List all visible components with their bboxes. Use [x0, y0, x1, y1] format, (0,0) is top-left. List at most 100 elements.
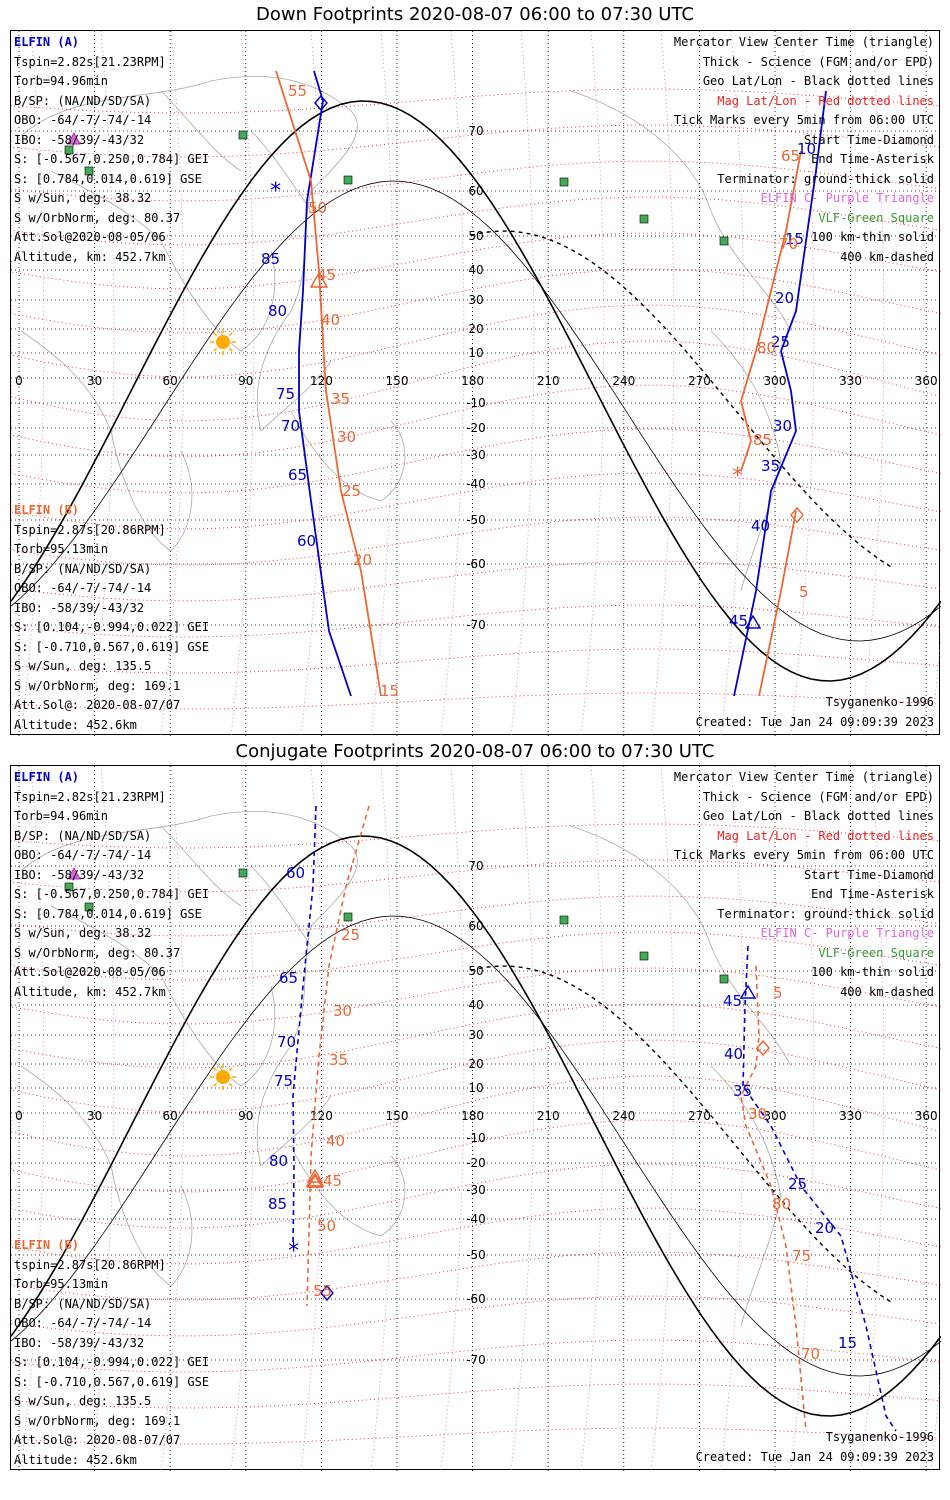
legend-item: Terminator: ground-thick solid [717, 906, 934, 921]
mag-lon-line [720, 31, 745, 736]
vlf-square-icon [343, 175, 353, 185]
mag-lon-line [90, 31, 115, 736]
track-label-b: 55 [313, 1282, 332, 1300]
legend-item: Tick Marks every 5min from 06:00 UTC [673, 113, 934, 127]
center-triangle-a [739, 984, 757, 999]
lat-tick-label: -20 [466, 421, 486, 435]
track-label-b: 35 [331, 390, 350, 408]
elfin-a-line: S: [-0.567,0.250,0.784] GEI [14, 152, 210, 166]
lat-tick-label: 60 [468, 184, 483, 198]
elfin-a-line: S w/OrbNorm, deg: 80.37 [14, 210, 181, 225]
elfin-a-track-2 [742, 945, 897, 1432]
track-label-a: 45 [723, 992, 742, 1010]
vlf-square-icon [238, 868, 248, 878]
vlf-square-icon [84, 902, 94, 912]
mag-lon-line [650, 766, 675, 1471]
lat-tick-label: -50 [466, 513, 486, 527]
lat-tick-label: 20 [468, 1057, 483, 1071]
mag-lon-line [790, 31, 815, 736]
elfin-a-line: OBO: -64/-7/-74/-14 [14, 113, 152, 127]
terminator-100km [11, 180, 941, 642]
legend-item: ELFIN C- Purple Triangle [760, 191, 934, 205]
terminator-100km [11, 915, 941, 1377]
conjugate-footprints-panel: 0 30 60 90 120 150 180 210 240 270 300 330 360 70 60 50… [10, 765, 941, 1471]
coastline [160, 90, 242, 172]
elfin-a-info: ELFIN (A) Tspin=2.82s[21.23RPM] Torb=94.96… [14, 768, 209, 1002]
legend-item: Terminator: ground-thick solid [717, 171, 934, 186]
mag-lat-line [11, 859, 941, 893]
elfin-a-track [292, 805, 317, 1247]
track-label-b: 45 [323, 1172, 342, 1190]
mag-lat-line [11, 692, 941, 710]
lon-tick-label: 90 [238, 374, 253, 388]
created-timestamp: Created: Tue Jan 24 09:09:39 2023 [695, 1449, 934, 1464]
mag-lon-line [510, 31, 535, 736]
track-label-a: 75 [274, 1072, 293, 1090]
mag-lat-line [11, 472, 941, 530]
elfin-c-triangle-icon [67, 131, 81, 145]
mag-lat-line [11, 1075, 941, 1157]
elfin-b-line: S w/Sun, deg: 135.5 [14, 659, 152, 673]
footer-right: Tsyganenko-1996 Created: Tue Jan 24 09:09… [696, 1428, 934, 1467]
track-label-a: 70 [277, 1033, 296, 1051]
lon-tick-label: 60 [163, 374, 178, 388]
legend-item: 100 km-thin solid [811, 230, 934, 244]
sun-icon [210, 1064, 236, 1090]
legend-item: Thick - Science (FGM and/or EPD) [702, 789, 934, 804]
mag-lon-line [230, 766, 255, 1471]
lat-tick-label: 30 [468, 1028, 483, 1042]
track-label-b: 40 [326, 1132, 345, 1150]
mag-lon-line [510, 766, 535, 1471]
elfin-a-line: Tspin=2.82s[21.23RPM] [14, 789, 166, 804]
legend-item: Mercator View Center Time (triangle) [673, 35, 934, 49]
coastline [50, 905, 276, 1087]
vlf-square-icon [639, 214, 649, 224]
track-label-a: 85 [268, 1195, 287, 1213]
elfin-c-triangle-icon [67, 866, 81, 880]
track-label-b: 70 [779, 235, 798, 253]
legend-item: Mercator View Center Time (triangle) [673, 770, 934, 784]
track-label-a: 75 [276, 385, 295, 403]
track-label-a: 40 [751, 517, 770, 535]
center-triangle-b [309, 271, 329, 288]
lon-tick-label: 330 [839, 374, 862, 388]
lon-tick-label: 0 [15, 374, 23, 388]
mag-lon-line [300, 766, 325, 1471]
lon-tick-label: 180 [461, 1109, 484, 1123]
vlf-square-icon [343, 912, 353, 922]
mag-lat-line [11, 895, 941, 937]
mag-lon-line [440, 766, 465, 1471]
mag-lon-line [860, 766, 885, 1471]
elfin-a-track-2 [733, 90, 827, 697]
mag-lon-line [790, 766, 815, 1471]
elfin-b-line: IBO: -58/39/-43/32 [14, 1335, 145, 1350]
lat-tick-label: -10 [466, 1131, 486, 1145]
down-footprints-panel: 0 30 60 90 120 150 180 210 240 270 300 330 360 70 60 50… [10, 30, 941, 736]
mag-lon-line [20, 31, 45, 736]
terminator-400km [470, 230, 892, 568]
lon-tick-label: 90 [238, 1109, 253, 1123]
center-triangle-b-visible [305, 1172, 325, 1187]
track-label-b: 25 [342, 482, 361, 500]
lon-tick-label: 150 [386, 374, 409, 388]
mag-lon-line [160, 31, 185, 736]
elfin-a-line: S w/Sun, deg: 38.32 [14, 191, 152, 205]
track-label-a: 25 [771, 333, 790, 351]
elfin-a-line: IBO: -58/39/-43/32 [14, 867, 145, 882]
elfin-b-header: ELFIN (B) [14, 1238, 80, 1252]
lat-tick-label: 20 [468, 322, 483, 336]
mag-lat-line [11, 1039, 941, 1113]
end-asterisk-b: * [731, 464, 744, 489]
mag-lat-line [11, 604, 941, 638]
elfin-b-line: Altitude: 452.6km [14, 1452, 137, 1467]
lat-tick-label: 10 [468, 1081, 483, 1095]
track-label-b: 55 [288, 82, 307, 100]
mag-lon-line [160, 766, 185, 1471]
vlf-square-icon [64, 882, 74, 892]
elfin-b-line: OBO: -64/-7/-74/-14 [14, 1316, 152, 1330]
elfin-b-header: ELFIN (B) [14, 503, 80, 517]
legend: Mercator View Center Time (triangle) Thic… [674, 33, 934, 267]
panel-title-conjugate: Conjugate Footprints 2020-08-07 06:00 to… [235, 741, 715, 762]
track-label-b: 70 [801, 1345, 820, 1363]
elfin-a-line: Altitude, km: 452.7km [14, 984, 166, 999]
